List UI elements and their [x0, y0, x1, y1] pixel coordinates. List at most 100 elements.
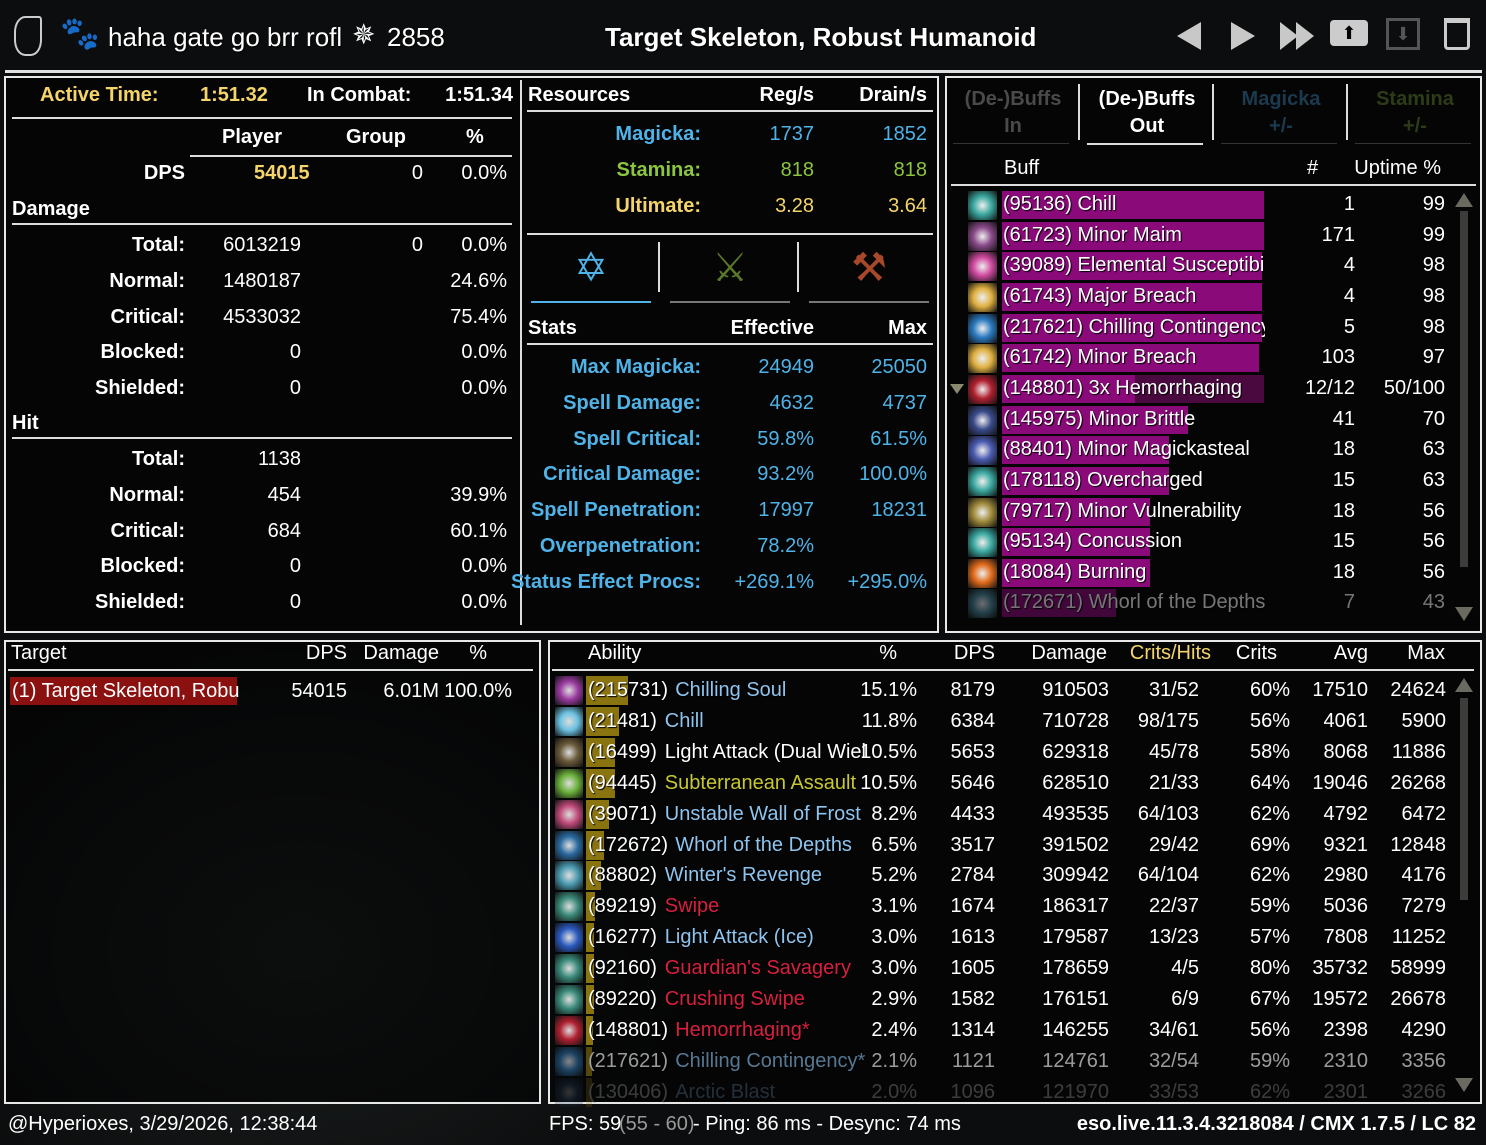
ability-row[interactable]: (21481) Chill 11.8% 6384 710728 98/175 56% 4061… — [553, 706, 1453, 736]
buff-uptime-bar — [1002, 252, 1262, 281]
ability-name: Light Attack (Dual Wiel — [664, 740, 866, 763]
buff-row[interactable]: (145975) Minor Brittle 41 70 — [966, 405, 1456, 435]
ability-damage-bar — [586, 1077, 592, 1107]
buff-tab[interactable]: (De-)Buffs In — [951, 86, 1075, 140]
ability-row[interactable]: (89220) Crushing Swipe 2.9% 1582 176151 6/9 67… — [553, 985, 1453, 1014]
ability-row[interactable]: (130406) Arctic Blast 2.0% 1096 121970 33/53 6… — [553, 1077, 1453, 1107]
ability-avg: 5036 — [1323, 895, 1369, 918]
ability-row[interactable]: (16499) Light Attack (Dual Wiel 10.5% 5653 6… — [553, 737, 1453, 767]
buff-scroll-up-icon[interactable] — [1455, 193, 1473, 207]
buff-name: (95136) Chill — [1003, 193, 1117, 215]
buff-name: (145975) Minor Brittle — [1003, 407, 1196, 430]
divider — [12, 437, 512, 439]
ability-damage-bar — [586, 954, 595, 984]
row-pct: 39.9% — [450, 483, 507, 506]
ability-row[interactable]: (94445) Subterranean Assault 10.5% 5646 6285… — [553, 768, 1453, 798]
tab-separator — [1078, 84, 1080, 140]
ability-row[interactable]: (92160) Guardian's Savagery 3.0% 1605 178659… — [553, 954, 1453, 984]
stat-effective: 59.8% — [757, 427, 814, 450]
column-ability[interactable]: Ability — [588, 642, 642, 664]
buff-row[interactable]: (39089) Elemental Susceptibili 4 98 — [966, 252, 1456, 282]
ability-crits-hits: 98/175 — [1137, 709, 1199, 732]
ability-row[interactable]: (172672) Whorl of the Depths 6.5% 3517 39150… — [553, 830, 1453, 860]
ability-avg: 19572 — [1312, 988, 1368, 1010]
ability-id: (39071) — [588, 802, 657, 825]
buff-row[interactable]: (178118) Overcharged 15 63 — [966, 466, 1456, 496]
target-row[interactable]: (1) Target Skeleton, Robu 54015 6.01M 100.0… — [10, 677, 530, 705]
stat-label: Max Magicka: — [570, 356, 701, 378]
buff-icon — [968, 466, 997, 496]
ability-dps: 1096 — [950, 1080, 996, 1103]
upload-icon[interactable]: ⬆ — [1330, 20, 1368, 46]
column-max[interactable]: Max — [1407, 642, 1445, 664]
buff-scrollbar[interactable] — [1460, 211, 1468, 567]
delete-icon[interactable] — [1444, 18, 1470, 50]
footer-version: eso.live.11.3.4.3218084 / CMX 1.7.5 / LC… — [1076, 1113, 1476, 1135]
buff-row[interactable]: (61723) Minor Maim 171 99 — [966, 221, 1456, 251]
column-dps: DPS — [305, 642, 347, 664]
buff-icon — [968, 589, 997, 619]
ability-row[interactable]: (148801) Hemorrhaging* 2.4% 1314 146255 34/61… — [553, 1015, 1453, 1045]
expand-arrow-icon[interactable] — [950, 383, 964, 394]
stat-tab-armor-stats-icon[interactable]: ⚒ — [851, 246, 887, 290]
ability-row[interactable]: (215731) Chilling Soul 15.1% 8179 910503 31/5… — [553, 676, 1453, 705]
ability-scrollbar[interactable] — [1460, 698, 1468, 900]
ability-icon — [555, 985, 583, 1014]
buff-uptime: 50/100 — [1383, 376, 1445, 399]
next-fight-icon[interactable] — [1231, 22, 1255, 50]
ability-dps: 5653 — [950, 740, 996, 763]
ability-row[interactable]: (89219) Swipe 3.1% 1674 186317 22/37 59% 5036 72… — [553, 892, 1453, 922]
column-crits[interactable]: Crits — [1235, 642, 1277, 664]
ability-row[interactable]: (39071) Unstable Wall of Frost 8.2% 4433 493… — [553, 799, 1453, 829]
buff-row[interactable]: (61743) Major Breach 4 98 — [966, 282, 1456, 312]
ability-row[interactable]: (217621) Chilling Contingency* 2.1% 1121 124… — [553, 1046, 1453, 1076]
row-pct: 0.0% — [461, 234, 507, 256]
stat-tab-magic-stats-icon[interactable]: ✡ — [574, 246, 608, 290]
ability-row[interactable]: (16277) Light Attack (Ice) 3.0% 1613 179587 1… — [553, 923, 1453, 953]
buff-row[interactable]: (88401) Minor Magickasteal 18 63 — [966, 436, 1456, 466]
buff-row[interactable]: (95136) Chill 1 99 — [966, 191, 1456, 220]
stat-tab-weapon-stats-icon[interactable]: ⚔ — [712, 246, 748, 290]
previous-fight-icon[interactable] — [1177, 22, 1201, 50]
buff-row[interactable]: (95134) Concussion 15 56 — [966, 528, 1456, 558]
divider — [190, 155, 512, 157]
buff-row[interactable]: (18084) Burning 18 56 — [966, 558, 1456, 588]
column-crits-hits[interactable]: Crits/Hits — [1129, 642, 1211, 664]
buff-uptime-bar — [1002, 282, 1262, 311]
ability-dps: 1674 — [950, 895, 996, 918]
save-icon[interactable]: ⬇ — [1386, 18, 1420, 50]
ability-row[interactable]: (88802) Winter's Revenge 5.2% 2784 309942 64/… — [553, 861, 1453, 891]
ability-crits: 58% — [1249, 740, 1290, 763]
buff-row[interactable]: (172671) Whorl of the Depths 7 43 — [966, 589, 1456, 619]
buff-scroll-down-icon[interactable] — [1455, 607, 1473, 621]
last-fight-icon[interactable] — [1280, 22, 1298, 50]
column-dps[interactable]: DPS — [953, 642, 995, 664]
buff-tab[interactable]: Magicka +/- — [1219, 86, 1343, 140]
buff-row[interactable]: (148801) 3x Hemorrhaging 12/12 50/100 — [966, 374, 1456, 404]
column-damage[interactable]: Damage — [1031, 642, 1107, 664]
row-player: 1138 — [257, 448, 301, 470]
ability-crits-hits: 31/52 — [1148, 679, 1199, 701]
buff-row[interactable]: (61742) Minor Breach 103 97 — [966, 344, 1456, 374]
column-pct[interactable]: % — [879, 642, 897, 664]
column-effective: Effective — [730, 317, 814, 339]
ability-pct: 2.4% — [871, 1018, 917, 1041]
ability-id: (92160) — [588, 957, 657, 980]
buff-count: 103 — [1321, 346, 1355, 369]
ability-icon — [555, 1015, 583, 1045]
ability-scroll-down-icon[interactable] — [1455, 1078, 1473, 1092]
ability-damage-bar — [586, 830, 605, 860]
stat-effective: +269.1% — [734, 570, 814, 593]
ability-crits-hits: 64/104 — [1137, 864, 1199, 887]
stat-max: 25050 — [871, 356, 927, 378]
column-avg[interactable]: Avg — [1333, 642, 1368, 664]
ability-crits-hits: 6/9 — [1171, 988, 1199, 1010]
buff-row[interactable]: (79717) Minor Vulnerability 18 56 — [966, 497, 1456, 527]
buff-uptime: 56 — [1422, 560, 1445, 583]
buff-row[interactable]: (217621) Chilling Contingency 5 98 — [966, 313, 1456, 343]
champion-icon: ✵ — [352, 19, 376, 50]
buff-tab[interactable]: Stamina +/- — [1353, 86, 1477, 140]
ability-scroll-up-icon[interactable] — [1455, 678, 1473, 692]
ability-crits: 64% — [1249, 771, 1290, 794]
buff-tab[interactable]: (De-)Buffs Out — [1085, 86, 1209, 140]
